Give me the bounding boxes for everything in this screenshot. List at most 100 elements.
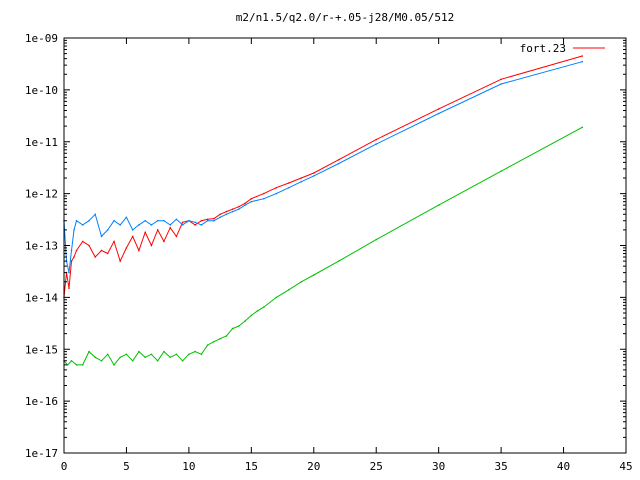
series-1-point: [200, 219, 203, 222]
series-2-point: [94, 213, 96, 216]
x-tick-label: 10: [182, 460, 195, 473]
series-1-point: [68, 287, 70, 290]
series-2-point: [188, 219, 190, 222]
series-1-point: [70, 260, 73, 262]
series-1-point: [225, 210, 228, 213]
series-1-point: [125, 247, 128, 249]
series-1-point: [300, 177, 303, 179]
series-1-point: [106, 252, 109, 255]
series-2-point: [175, 218, 178, 221]
y-tick-label: 1e-14: [25, 291, 58, 304]
series-3-point: [225, 335, 228, 337]
series-2-point: [313, 175, 315, 177]
legend-label-series-1: fort.23: [520, 42, 566, 55]
series-3-point: [75, 364, 78, 366]
series-1-point: [73, 256, 75, 258]
series-2-point: [300, 180, 303, 183]
series-2-point: [231, 210, 234, 213]
series-2-point: [275, 192, 278, 195]
series-1-point: [219, 213, 221, 216]
series-2-point: [144, 219, 146, 222]
x-tick-label: 0: [61, 460, 68, 473]
series-line-1: [63, 55, 583, 298]
series-1-point: [119, 260, 121, 262]
series-2-point: [138, 224, 140, 226]
series-2-point: [125, 216, 128, 219]
y-tick-label: 1e-15: [25, 343, 58, 356]
series-1-point: [138, 249, 140, 252]
series-1-point: [194, 224, 196, 226]
series-2-point: [70, 249, 73, 252]
x-tick-label: 35: [494, 460, 507, 473]
series-1-point: [131, 235, 134, 238]
series-1-point: [231, 208, 234, 210]
series-3-point: [194, 350, 196, 353]
series-2-point: [375, 143, 378, 145]
series-2-point: [73, 229, 75, 231]
series-1-point: [75, 249, 78, 252]
series-3-point: [338, 260, 340, 262]
series-1-point: [206, 218, 209, 221]
series-2-point: [244, 204, 246, 206]
series-1-point: [500, 78, 502, 81]
series-line-2: [63, 61, 583, 273]
series-3-point: [213, 340, 215, 343]
series-1-point: [581, 55, 584, 57]
x-tick-label: 45: [619, 460, 632, 473]
series-3-point: [81, 364, 84, 366]
series-2-point: [100, 235, 103, 238]
series-3-point: [113, 364, 115, 366]
series-3-point: [288, 289, 290, 291]
series-3-point: [500, 170, 502, 172]
series-3-point: [250, 314, 253, 317]
series-1-point: [313, 172, 315, 174]
y-tick-label: 1e-13: [25, 240, 58, 253]
series-2-point: [250, 200, 253, 203]
series-2-point: [181, 224, 184, 226]
series-2-point: [238, 208, 240, 210]
series-1-point: [113, 240, 115, 243]
series-1-point: [263, 192, 265, 195]
series-3-point: [188, 353, 190, 356]
series-1-point: [175, 235, 178, 238]
series-2-point: [156, 219, 159, 222]
y-tick-label: 1e-09: [25, 32, 58, 45]
series-3-point: [206, 344, 209, 346]
y-tick-label: 1e-12: [25, 188, 58, 201]
series-2-point: [225, 213, 228, 216]
series-2-point: [500, 83, 502, 85]
x-tick-label: 5: [123, 460, 130, 473]
series-1-point: [100, 249, 103, 252]
series-1-point: [275, 186, 278, 189]
series-3-point: [144, 356, 146, 359]
series-1-point: [144, 231, 146, 234]
series-3-point: [275, 296, 278, 299]
series-3-point: [375, 238, 378, 241]
series-2-point: [163, 219, 165, 222]
series-3-point: [219, 337, 221, 340]
series-3-point: [313, 274, 315, 276]
series-1-point: [250, 197, 253, 200]
chart-title: m2/n1.5/q2.0/r-+.05-j28/M0.05/512: [236, 11, 455, 24]
series-3-point: [169, 356, 171, 359]
series-3-point: [163, 350, 165, 353]
series-2-point: [106, 229, 109, 231]
y-tick-label: 1e-16: [25, 395, 58, 408]
series-3-point: [106, 353, 109, 356]
series-3-point: [100, 360, 103, 362]
series-3-point: [131, 360, 134, 362]
series-2-point: [581, 60, 584, 63]
series-3-point: [231, 327, 234, 330]
x-tick-label: 30: [432, 460, 445, 473]
series-2-point: [263, 197, 265, 200]
series-1-point: [163, 240, 165, 243]
series-2-point: [213, 219, 215, 222]
series-2-point: [119, 224, 121, 226]
series-3-point: [88, 350, 90, 353]
series-3-point: [244, 320, 246, 322]
series-1-point: [88, 244, 90, 247]
x-tick-label: 25: [370, 460, 383, 473]
series-2-point: [194, 221, 196, 224]
series-1-point: [244, 202, 246, 205]
